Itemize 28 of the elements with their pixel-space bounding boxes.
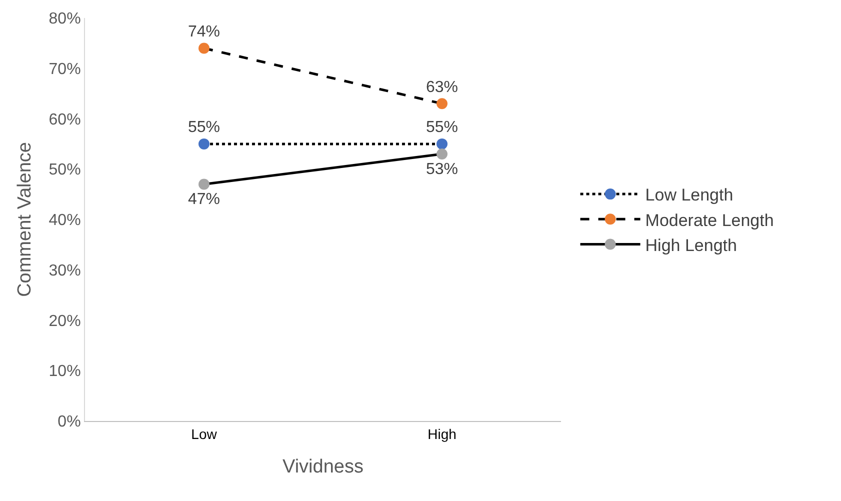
- point: [198, 138, 210, 150]
- y-tick-label: 0%: [58, 414, 81, 431]
- x-axis-title: Vividness: [282, 456, 364, 478]
- text: 63%: [426, 78, 458, 96]
- point: [198, 178, 210, 190]
- x-tick-label: High: [428, 426, 456, 442]
- legend-label: Low Length: [645, 186, 734, 205]
- y-tick-label: 70%: [48, 60, 81, 78]
- y-tick-label: 80%: [48, 10, 81, 28]
- text: 47%: [188, 191, 220, 208]
- y-tick-label: 30%: [48, 262, 81, 280]
- y-tick-label: 40%: [48, 212, 81, 230]
- y-tick-label: 20%: [48, 312, 81, 330]
- legend-label: Moderate Length: [645, 210, 774, 230]
- point: [436, 148, 448, 160]
- x-tick-label: Low: [191, 426, 218, 442]
- point: [436, 138, 448, 150]
- point: [198, 42, 210, 54]
- y-tick-label: 50%: [48, 162, 81, 179]
- point: [436, 98, 448, 110]
- y-tick-label: 60%: [48, 111, 81, 128]
- y-axis-title: Comment Valence: [14, 142, 36, 297]
- text: 55%: [426, 119, 458, 136]
- text: 55%: [188, 119, 220, 136]
- legend-label: High Length: [645, 236, 737, 255]
- text: 74%: [188, 23, 220, 40]
- y-tick-label: 10%: [48, 363, 81, 380]
- text: 53%: [426, 160, 458, 178]
